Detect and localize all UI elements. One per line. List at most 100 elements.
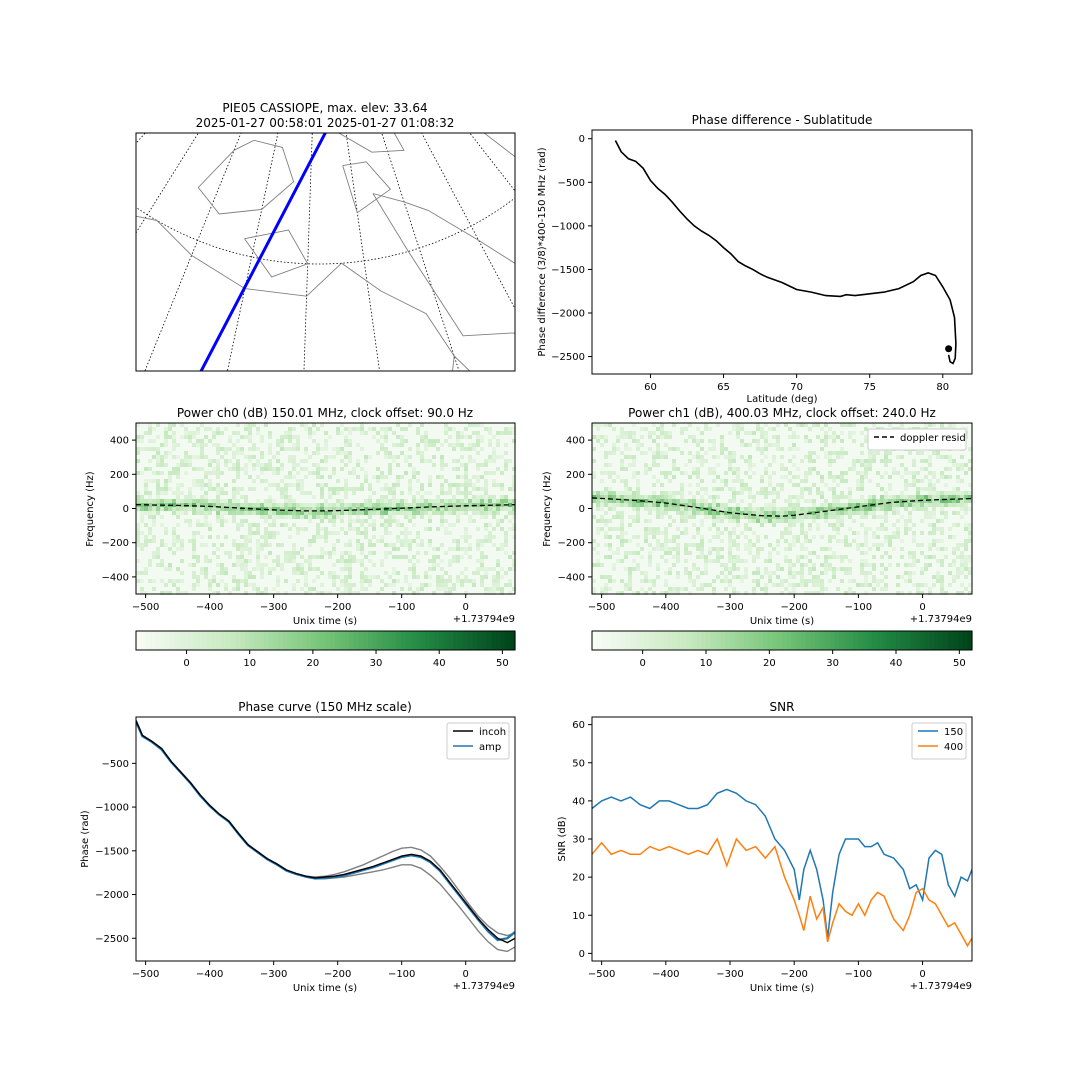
power-ch1-cell xyxy=(664,475,668,479)
power-ch1-cell xyxy=(684,567,688,571)
power-ch1-cell xyxy=(724,575,728,579)
snr-xtick-label: −300 xyxy=(716,969,743,980)
power-ch0-cell xyxy=(244,499,248,503)
power-ch1-cell xyxy=(808,567,812,571)
power-ch0-cell xyxy=(396,443,400,447)
power-ch1-cell xyxy=(956,499,960,503)
power-ch0-cell xyxy=(464,471,468,475)
power-ch1-cell xyxy=(732,455,736,459)
power-ch0-cell xyxy=(284,435,288,439)
power-ch1-colorbar-segment xyxy=(896,631,902,650)
power-ch1-cell xyxy=(836,523,840,527)
power-ch0-cell xyxy=(500,519,504,523)
power-ch0-cell xyxy=(284,503,288,507)
power-ch1-cell xyxy=(704,423,708,427)
power-ch1-cell xyxy=(844,479,848,483)
power-ch0-cell xyxy=(184,471,188,475)
power-ch0-cell xyxy=(244,503,248,507)
power-ch1-cell xyxy=(812,423,816,427)
power-ch0-cell xyxy=(236,471,240,475)
power-ch1-cell xyxy=(832,491,836,495)
power-ch0-cell xyxy=(424,459,428,463)
power-ch1-cell xyxy=(648,435,652,439)
power-ch0-cell xyxy=(240,519,244,523)
power-ch0-cell xyxy=(208,463,212,467)
power-ch0-cell xyxy=(220,543,224,547)
power-ch0-cell xyxy=(192,535,196,539)
power-ch0-cell xyxy=(332,519,336,523)
power-ch0-cell xyxy=(312,567,316,571)
power-ch0-cell xyxy=(184,451,188,455)
power-ch1-cell xyxy=(652,583,656,587)
power-ch0-cell xyxy=(316,443,320,447)
power-ch1-cell xyxy=(788,591,792,595)
power-ch0-cell xyxy=(356,511,360,515)
power-ch1-cell xyxy=(884,535,888,539)
power-ch0-cell xyxy=(372,575,376,579)
power-ch1-cell xyxy=(600,575,604,579)
power-ch0-cell xyxy=(176,579,180,583)
power-ch1-cell xyxy=(752,439,756,443)
power-ch1-cell xyxy=(928,543,932,547)
power-ch1-cell xyxy=(912,463,916,467)
power-ch1-cell xyxy=(628,447,632,451)
power-ch0-cell xyxy=(152,551,156,555)
power-ch0-cell xyxy=(484,487,488,491)
power-ch1-cell xyxy=(620,463,624,467)
power-ch0-cell xyxy=(480,543,484,547)
power-ch1-cell xyxy=(652,475,656,479)
power-ch1-cell xyxy=(784,423,788,427)
power-ch0-cell xyxy=(180,499,184,503)
power-ch0-cell xyxy=(456,503,460,507)
power-ch0-cell xyxy=(452,507,456,511)
power-ch1-cell xyxy=(820,571,824,575)
power-ch0-cell xyxy=(404,527,408,531)
power-ch0-cell xyxy=(244,583,248,587)
power-ch0-cell xyxy=(444,571,448,575)
power-ch0-cell xyxy=(264,539,268,543)
power-ch1-colorbar-segment xyxy=(725,631,731,650)
power-ch1-cell xyxy=(700,539,704,543)
power-ch1-cell xyxy=(636,515,640,519)
power-ch0-cell xyxy=(344,563,348,567)
snr-xtick-label: −100 xyxy=(845,969,872,980)
power-ch0-cell xyxy=(396,555,400,559)
power-ch0-cell xyxy=(288,551,292,555)
power-ch0-cell xyxy=(448,563,452,567)
power-ch1-cell xyxy=(660,591,664,595)
power-ch0-cell xyxy=(340,567,344,571)
power-ch0-cell xyxy=(420,515,424,519)
power-ch0-cell xyxy=(384,543,388,547)
power-ch1-cell xyxy=(848,467,852,471)
power-ch0-cell xyxy=(304,447,308,451)
power-ch0-cell xyxy=(292,571,296,575)
power-ch0-cell xyxy=(400,555,404,559)
power-ch1-cell xyxy=(800,507,804,511)
power-ch1-cell xyxy=(860,495,864,499)
power-ch1-cell xyxy=(808,559,812,563)
power-ch0-cell xyxy=(220,471,224,475)
power-ch0-cell xyxy=(240,535,244,539)
power-ch1-cell xyxy=(808,455,812,459)
power-ch0-cell xyxy=(468,459,472,463)
power-ch0-cell xyxy=(500,575,504,579)
power-ch0-cell xyxy=(236,555,240,559)
power-ch0-cell xyxy=(432,563,436,567)
power-ch1-cell xyxy=(776,443,780,447)
power-ch0-cell xyxy=(340,527,344,531)
power-ch0-cell xyxy=(464,539,468,543)
power-ch1-cell xyxy=(656,507,660,511)
power-ch1-cell xyxy=(628,495,632,499)
power-ch0-cell xyxy=(300,547,304,551)
power-ch0-cell xyxy=(448,443,452,447)
power-ch1-cell xyxy=(596,563,600,567)
power-ch1-cell xyxy=(928,591,932,595)
power-ch0-cell xyxy=(348,587,352,591)
power-ch1-cell xyxy=(816,591,820,595)
power-ch1-cell xyxy=(752,511,756,515)
power-ch1-cell xyxy=(712,499,716,503)
power-ch0-cell xyxy=(428,567,432,571)
power-ch1-cell xyxy=(600,507,604,511)
power-ch1-cell xyxy=(732,527,736,531)
power-ch1-cell xyxy=(940,475,944,479)
